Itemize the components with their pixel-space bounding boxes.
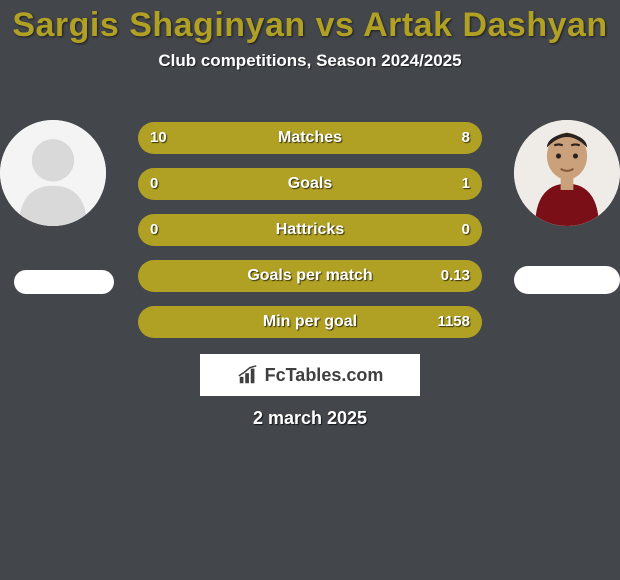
comparison-card: Sargis Shaginyan vs Artak Dashyan Club c…	[0, 0, 620, 580]
player-right-block	[514, 120, 620, 294]
player-right-flag	[514, 266, 620, 294]
stat-label: Goals per match	[138, 260, 482, 292]
stat-row: 1158Min per goal	[138, 306, 482, 338]
player-left-avatar	[0, 120, 106, 226]
stat-row: 01Goals	[138, 168, 482, 200]
stat-row: 108Matches	[138, 122, 482, 154]
stat-row: 0.13Goals per match	[138, 260, 482, 292]
stat-label: Goals	[138, 168, 482, 200]
bar-chart-icon	[237, 364, 259, 386]
stat-rows: 108Matches 01Goals 00Hattricks 0.13Goals pe…	[138, 122, 482, 352]
watermark: FcTables.com	[200, 354, 420, 396]
person-icon	[514, 120, 620, 226]
stat-row: 00Hattricks	[138, 214, 482, 246]
stat-label: Min per goal	[138, 306, 482, 338]
player-left-flag	[14, 270, 114, 294]
comparison-title: Sargis Shaginyan vs Artak Dashyan	[0, 0, 620, 45]
comparison-subtitle: Club competitions, Season 2024/2025	[0, 51, 620, 71]
player-right-avatar	[514, 120, 620, 226]
snapshot-date: 2 march 2025	[0, 408, 620, 429]
silhouette-icon	[0, 120, 106, 226]
player-left-block	[0, 120, 106, 294]
watermark-text: FcTables.com	[265, 365, 384, 386]
stat-label: Matches	[138, 122, 482, 154]
stat-label: Hattricks	[138, 214, 482, 246]
